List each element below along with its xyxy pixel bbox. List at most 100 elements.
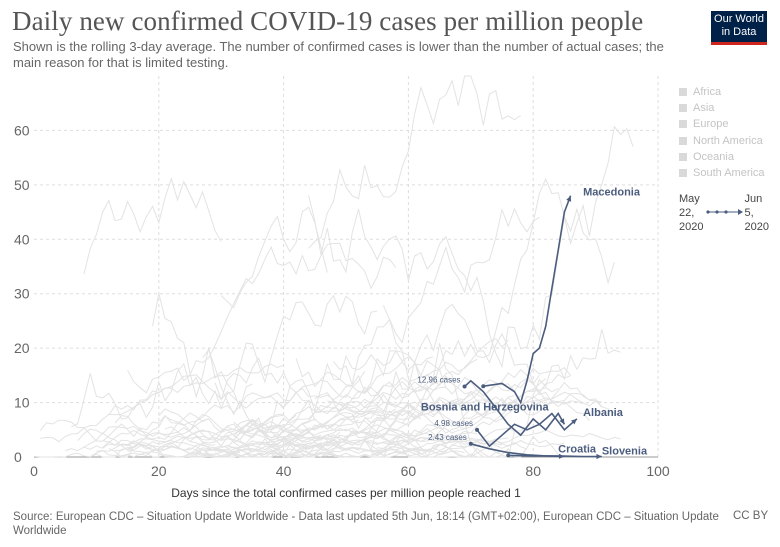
background-series-line	[158, 358, 478, 441]
license-link[interactable]: CC BY	[733, 510, 769, 522]
y-tick-label: 20	[14, 340, 30, 356]
background-series-line	[389, 391, 602, 445]
background-series-line	[189, 436, 459, 458]
series-start-point	[462, 384, 467, 389]
background-series-line	[65, 430, 303, 452]
legend-swatch	[679, 136, 687, 145]
background-series-line	[245, 374, 540, 458]
legend-label: Oceania	[693, 150, 734, 163]
background-series-line	[377, 440, 528, 458]
background-series-line	[308, 75, 521, 249]
series-start-point	[481, 384, 486, 389]
background-series-line	[71, 294, 378, 428]
start-value-annotation: 12.96 cases	[417, 375, 460, 384]
background-series-line	[402, 449, 521, 458]
range-end-month: Jun	[744, 193, 763, 205]
background-series-line	[77, 419, 259, 441]
legend-label: Asia	[693, 102, 715, 115]
background-series-line	[364, 177, 615, 451]
background-series-line	[189, 424, 309, 449]
series-label: Croatia	[558, 444, 597, 456]
range-end-date: Jun 5, 2020	[745, 192, 769, 234]
y-tick-label: 0	[14, 449, 22, 465]
background-series-line	[314, 434, 509, 458]
legend-swatch	[679, 152, 687, 161]
background-series-line	[295, 303, 553, 403]
range-end-day: 5,	[744, 207, 754, 219]
background-series-line	[333, 429, 621, 458]
start-value-annotation: 4.98 cases	[434, 419, 473, 428]
chart-title: Daily new confirmed COVID-19 cases per m…	[12, 6, 644, 36]
continent-legend: Africa Asia Europe North America Oceania…	[679, 84, 765, 181]
chart-subtitle: Shown is the rolling 3-day average. The …	[13, 39, 664, 70]
x-tick-label: 40	[276, 463, 292, 479]
x-tick-label: 20	[151, 463, 167, 479]
background-series-line	[115, 436, 340, 458]
background-series-line	[108, 356, 434, 416]
background-series-line	[114, 370, 366, 437]
background-series-line	[220, 399, 415, 444]
background-series-line	[220, 206, 328, 309]
y-tick-label: 60	[14, 122, 30, 138]
series-start-point	[468, 441, 473, 446]
background-series-line	[308, 125, 634, 369]
legend-item-europe[interactable]: Europe	[679, 116, 765, 132]
time-range-indicator[interactable]: May 22, 2020 Jun 5, 2020	[679, 192, 769, 233]
x-tick-label: 0	[30, 463, 38, 479]
y-tick-label: 30	[14, 286, 30, 302]
range-arrow-icon	[706, 209, 743, 215]
x-tick-label: 60	[401, 463, 417, 479]
legend-item-africa[interactable]: Africa	[679, 84, 765, 100]
background-series-line	[289, 411, 415, 434]
background-series-line	[233, 421, 378, 446]
source-note: Source: European CDC – Situation Update …	[13, 511, 719, 537]
x-axis-label: Days since the total confirmed cases per…	[171, 486, 521, 500]
series-line-bosnia-and-herzegovina	[464, 379, 566, 437]
range-start-year: 2020	[679, 221, 704, 233]
series-line-albania	[476, 412, 578, 448]
legend-item-asia[interactable]: Asia	[679, 100, 765, 116]
background-series-line	[108, 412, 297, 458]
legend-swatch	[679, 104, 687, 113]
legend-label: South America	[693, 167, 765, 180]
legend-item-south-america[interactable]: South America	[679, 165, 765, 181]
series-start-point	[475, 427, 480, 432]
legend-swatch	[679, 88, 687, 97]
x-tick-label: 100	[646, 463, 670, 479]
logo-line-2: in Data	[721, 26, 757, 38]
range-start-day: 22,	[679, 207, 695, 219]
background-series-line	[83, 432, 215, 452]
background-series-line	[239, 435, 565, 458]
background-series-line	[233, 401, 397, 437]
legend-item-north-america[interactable]: North America	[679, 133, 765, 149]
range-start-date: May 22, 2020	[679, 192, 703, 234]
series-line-macedonia	[483, 195, 572, 405]
legend-label: Europe	[693, 118, 729, 131]
background-series-line	[370, 447, 465, 457]
y-tick-label: 10	[14, 395, 30, 411]
legend-item-oceania[interactable]: Oceania	[679, 149, 765, 165]
series-end-arrow	[571, 418, 577, 425]
logo-line-1: Our World	[714, 13, 764, 25]
series-end-arrow	[559, 418, 565, 425]
y-tick-label: 40	[14, 231, 30, 247]
background-series-line	[102, 418, 209, 444]
range-end-year: 2020	[744, 221, 769, 233]
background-series-line	[227, 436, 390, 458]
start-value-annotation: 2.43 cases	[428, 433, 467, 442]
legend-label: North America	[693, 134, 763, 147]
background-series-line	[83, 176, 222, 275]
series-line-slovenia	[508, 454, 602, 458]
series-label: Macedonia	[583, 187, 641, 199]
legend-label: Africa	[693, 86, 722, 99]
background-series-line	[270, 396, 584, 455]
owid-logo[interactable]: Our World in Data	[711, 11, 767, 45]
x-tick-label: 80	[525, 463, 541, 479]
series-end-arrow	[566, 195, 572, 202]
background-series-line	[152, 293, 253, 410]
legend-swatch	[679, 169, 687, 178]
background-series-line	[33, 434, 322, 458]
legend-swatch	[679, 120, 687, 129]
background-series-line	[127, 242, 397, 394]
